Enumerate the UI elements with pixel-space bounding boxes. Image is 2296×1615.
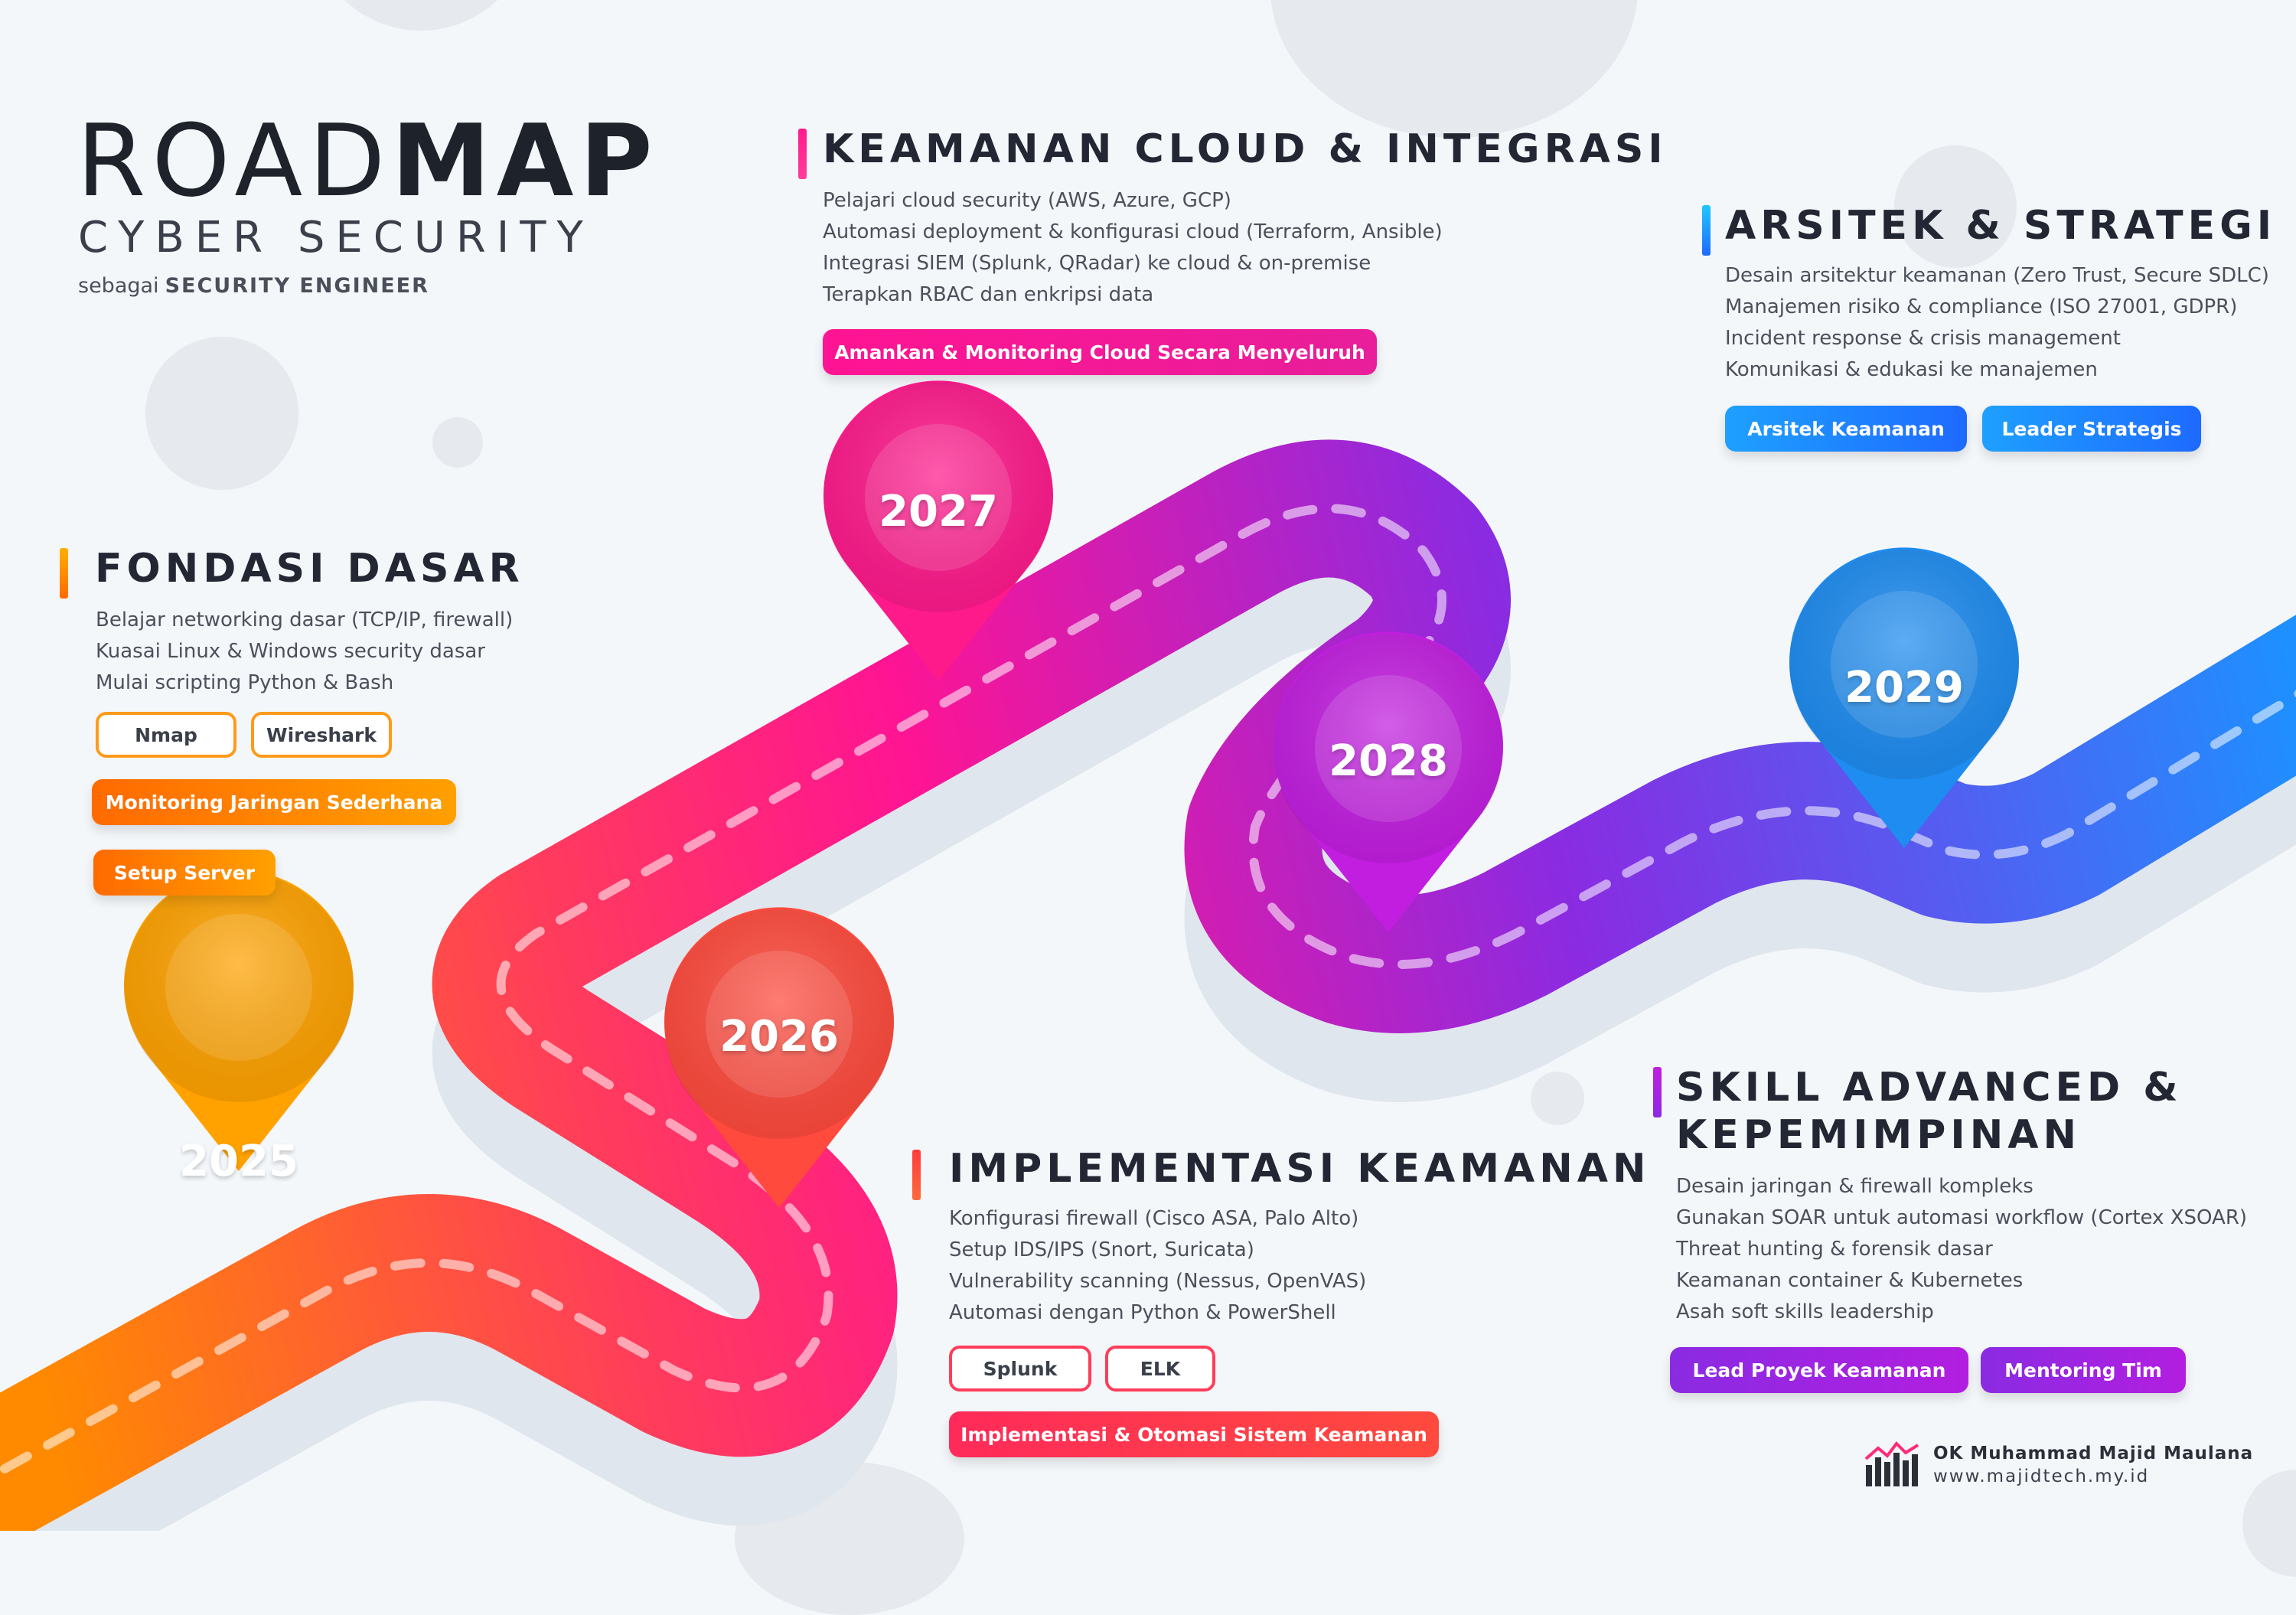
list-item: Setup IDS/IPS (Snort, Suricata) <box>949 1238 1254 1261</box>
decor-circle <box>1894 145 2017 268</box>
section-title-implementasi: IMPLEMENTASI KEAMANAN <box>949 1146 1651 1192</box>
road-center-line <box>0 504 2296 1477</box>
decor-circle <box>432 417 483 468</box>
section-items-advanced: Desain jaringan & firewall kompleks Guna… <box>1676 1171 2247 1328</box>
goal-tag-mentoring: Mentoring Tim <box>1981 1347 2186 1393</box>
goal-tag-cloud: Amankan & Monitoring Cloud Secara Menyel… <box>823 329 1377 375</box>
list-item: Incident response & crisis management <box>1725 327 2121 350</box>
section-title-fondasi: FONDASI DASAR <box>95 546 524 592</box>
roadmap-road <box>0 380 2296 1531</box>
list-item: Belajar networking dasar (TCP/IP, firewa… <box>96 608 514 631</box>
page-subtitle: CYBER SECURITY <box>78 213 594 263</box>
pin-2028 <box>1274 631 1503 932</box>
pin-2025 <box>124 870 354 1171</box>
list-item: Automasi dengan Python & PowerShell <box>949 1301 1336 1324</box>
section-accent-bar <box>912 1150 921 1200</box>
list-item: Automasi deployment & konfigurasi cloud … <box>823 220 1443 243</box>
list-item: Kuasai Linux & Windows security dasar <box>96 640 485 663</box>
section-accent-bar <box>1702 205 1711 256</box>
page-role: sebagai SECURITY ENGINEER <box>78 274 429 298</box>
role-name: SECURITY ENGINEER <box>165 274 429 298</box>
list-item: Vulnerability scanning (Nessus, OpenVAS) <box>949 1270 1367 1293</box>
section-title-cloud: KEAMANAN CLOUD & INTEGRASI <box>823 126 1668 172</box>
goal-tag-lead-proyek: Lead Proyek Keamanan <box>1670 1347 1968 1393</box>
list-item: Manajemen risiko & compliance (ISO 27001… <box>1725 295 2238 318</box>
list-item: Gunakan SOAR untuk automasi workflow (Co… <box>1676 1206 2248 1229</box>
section-accent-bar <box>1653 1067 1662 1117</box>
year-label-2025: 2025 <box>179 1137 298 1186</box>
goal-tag-arsitek-keamanan: Arsitek Keamanan <box>1725 406 1967 452</box>
list-item: Konfigurasi firewall (Cisco ASA, Palo Al… <box>949 1207 1359 1230</box>
tool-tag-wireshark: Wireshark <box>251 712 392 758</box>
section-title-advanced-line1: SKILL ADVANCED & <box>1676 1065 2183 1111</box>
list-item: Desain jaringan & firewall kompleks <box>1676 1175 2033 1198</box>
decor-circle <box>1531 1072 1584 1125</box>
author-name: OK Muhammad Majid Maulana <box>1933 1444 2254 1463</box>
role-prefix: sebagai <box>78 274 159 298</box>
section-items-fondasi: Belajar networking dasar (TCP/IP, firewa… <box>96 605 513 699</box>
decor-circle <box>145 337 298 490</box>
section-accent-bar <box>798 129 807 179</box>
goal-tag-setup-server: Setup Server <box>93 850 276 896</box>
list-item: Keamanan container & Kubernetes <box>1676 1269 2024 1292</box>
author-website[interactable]: www.majidtech.my.id <box>1933 1467 2150 1486</box>
list-item: Asah soft skills leadership <box>1676 1300 1934 1323</box>
tool-tag-elk: ELK <box>1105 1346 1215 1392</box>
page-title: ROADMAP <box>77 111 659 210</box>
tool-tag-nmap: Nmap <box>96 712 236 758</box>
author-logo-icon <box>1864 1440 1919 1486</box>
section-accent-bar <box>60 548 68 599</box>
goal-tag-monitoring: Monitoring Jaringan Sederhana <box>92 779 456 825</box>
section-items-arsitek: Desain arsitektur keamanan (Zero Trust, … <box>1725 260 2269 386</box>
list-item: Integrasi SIEM (Splunk, QRadar) ke cloud… <box>823 252 1371 275</box>
year-label-2029: 2029 <box>1844 663 1964 713</box>
list-item: Terapkan RBAC dan enkripsi data <box>823 283 1154 306</box>
list-item: Pelajari cloud security (AWS, Azure, GCP… <box>823 189 1231 212</box>
section-items-implementasi: Konfigurasi firewall (Cisco ASA, Palo Al… <box>949 1203 1366 1329</box>
year-label-2027: 2027 <box>879 487 998 537</box>
goal-tag-leader-strategis: Leader Strategis <box>1982 406 2201 452</box>
section-items-cloud: Pelajari cloud security (AWS, Azure, GCP… <box>823 185 1443 311</box>
tool-tag-splunk: Splunk <box>949 1346 1091 1392</box>
pin-2027 <box>823 380 1053 681</box>
goal-tag-implementasi: Implementasi & Otomasi Sistem Keamanan <box>949 1411 1439 1457</box>
pin-2029 <box>1789 547 2019 848</box>
list-item: Desain arsitektur keamanan (Zero Trust, … <box>1725 264 2269 287</box>
section-title-advanced-line2: KEPEMIMPINAN <box>1676 1112 2082 1158</box>
list-item: Mulai scripting Python & Bash <box>96 671 394 694</box>
list-item: Komunikasi & edukasi ke manajemen <box>1725 358 2098 381</box>
year-label-2028: 2028 <box>1329 736 1448 786</box>
title-light: ROAD <box>77 103 392 219</box>
pin-2026 <box>664 907 894 1208</box>
title-bold: MAP <box>391 103 659 219</box>
list-item: Threat hunting & forensik dasar <box>1676 1238 1993 1261</box>
section-title-arsitek: ARSITEK & STRATEGI <box>1725 203 2277 249</box>
year-label-2026: 2026 <box>719 1012 839 1062</box>
